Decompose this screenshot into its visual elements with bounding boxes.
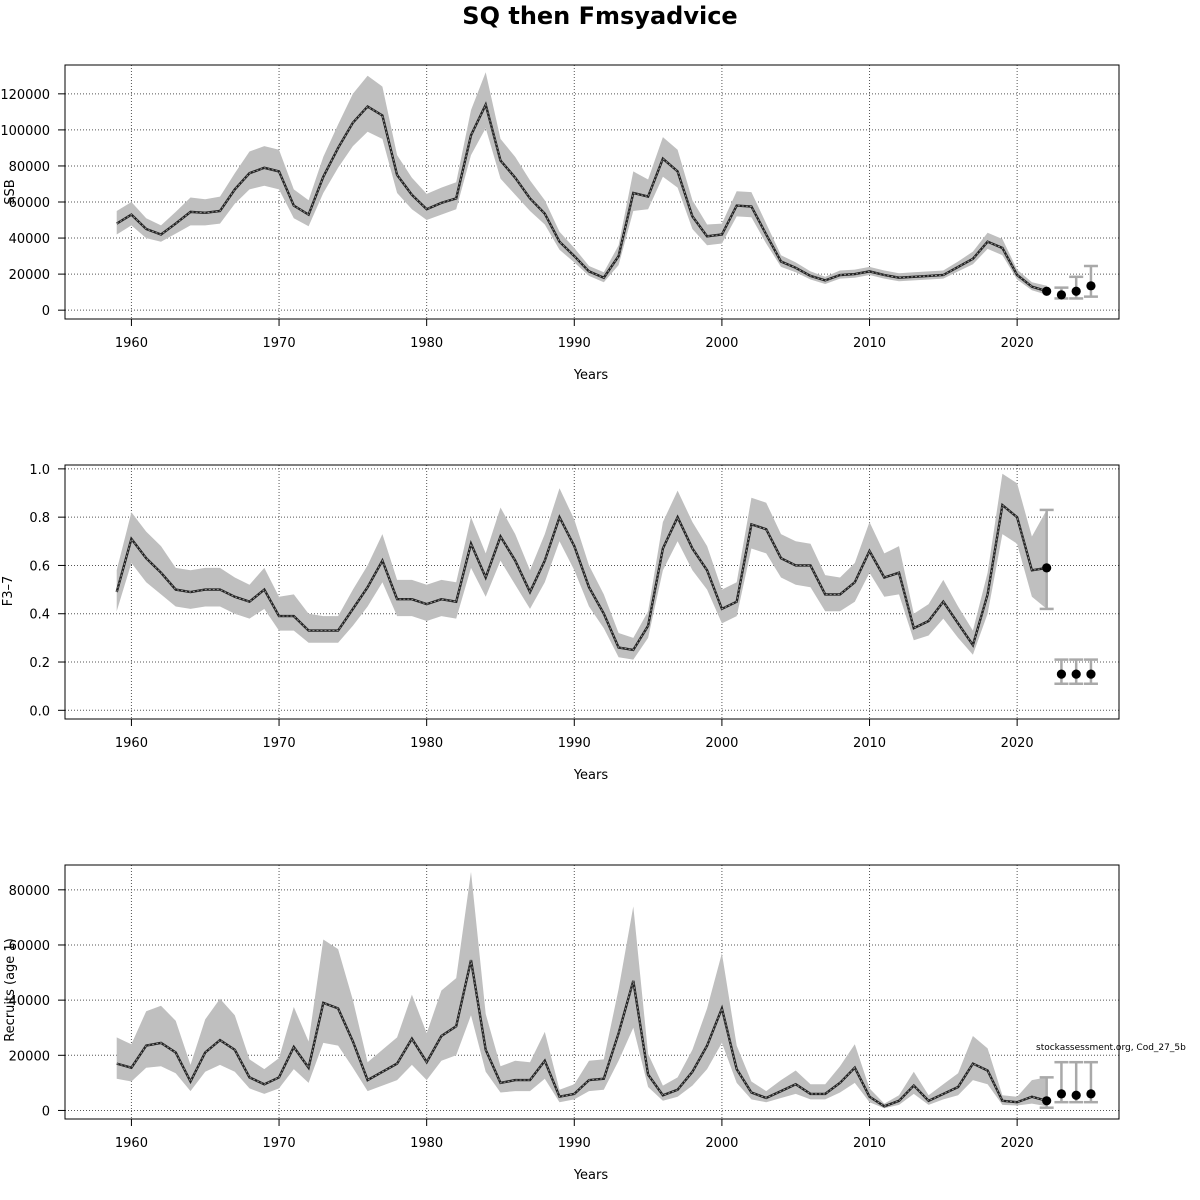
recruits-y-tick-label: 0 [42,1104,50,1119]
ssb-y-tick-label: 120000 [0,88,50,103]
ssb-x-tick-label: 2000 [705,336,738,351]
ssb-ci-band [116,72,1047,295]
recruits-x-tick-label: 2000 [705,1136,738,1151]
fbar-y-axis-title: F3–7 [1,576,16,607]
ssb-y-axis-title: SSB [3,179,18,204]
recruits-x-tick-label: 2020 [1001,1136,1034,1151]
ssb-x-axis: 1960 1970 1980 1990 2000 2010 2020 [115,319,1034,351]
recruits-x-tick-label: 2010 [853,1136,886,1151]
ssb-y-tick-label: 60000 [9,196,50,211]
fbar-x-tick-label: 2020 [1001,736,1034,751]
fbar-forecast [1039,508,1098,685]
fbar-frame-rect [64,464,1120,720]
recruits-y-axis: 0 20000 40000 60000 80000 [9,884,65,1119]
recruits-estimate-line [116,959,1048,1108]
fbar-x-axis: 1960 1970 1980 1990 2000 2010 2020 [115,719,1034,751]
recruits-x-tick-label: 1960 [115,1136,148,1151]
fbar-x-tick-label: 2000 [705,736,738,751]
fbar-forecast-point [1086,669,1096,679]
ssb-y-tick-label: 80000 [9,160,50,175]
fbar-y-tick-label: 1.0 [29,463,50,478]
recruits-forecast-point [1056,1089,1067,1099]
ssb-y-tick-label: 0 [42,304,50,319]
ssb-x-tick-label: 2010 [853,336,886,351]
recruits-forecast [1039,1060,1098,1109]
fbar-x-tick-label: 1990 [558,736,591,751]
ssb-x-tick-label: 1990 [558,336,591,351]
recruits-x-tick-label: 1970 [263,1136,296,1151]
fbar-y-tick-label: 0.8 [29,511,50,526]
recruits-forecast-point [1071,1090,1081,1100]
fbar-x-tick-label: 1960 [115,736,148,751]
fbar-x-tick-label: 1980 [410,736,443,751]
recruits-ci-band [116,871,1047,1109]
fbar-y-axis: 0.0 0.2 0.4 0.6 0.8 1.0 [29,463,65,719]
fbar-y-tick-label: 0.2 [29,656,50,671]
ssb-confidence-band [116,72,1047,295]
ssb-estimate-line [116,101,1048,293]
recruits-y-tick-label: 80000 [9,884,50,899]
ssb-x-axis-title: Years [573,368,609,383]
ssb-forecast-point [1086,281,1096,291]
recruits-confidence-band [116,871,1047,1109]
fbar-x-tick-label: 1970 [263,736,296,751]
fbar-panel: 1960 1970 1980 1990 2000 2010 2020 0.00.20.40.… [1,463,1120,783]
recruits-x-tick-label: 1990 [558,1136,591,1151]
recruits-frame-rect [64,864,1120,1120]
ssb-plot-frame [64,64,1120,320]
fbar-y-tick-label: 0.6 [29,559,50,574]
ssb-x-tick-label: 1960 [115,336,148,351]
recruits-forecast-point [1086,1089,1096,1099]
fbar-estimate-line [115,502,1047,652]
recruits-x-axis: 1960 1970 1980 1990 2000 2010 2020 [115,1119,1034,1151]
ssb-x-tick-label: 2020 [1001,336,1034,351]
fbar-forecast-point [1042,563,1052,573]
recruits-forecast-point [1042,1096,1052,1106]
ssb-y-tick-label: 20000 [9,268,50,283]
page-title: SQ then Fmsyadvice [462,2,738,30]
fbar-x-axis-title: Years [573,768,609,783]
fbar-y-tick-label: 0.4 [29,608,50,623]
fbar-estimate-path-dots [116,504,1047,651]
source-credit: stockassessment.org, Cod_27_5b [1036,1043,1186,1053]
ssb-forecast-point [1071,286,1081,296]
fbar-forecast-point [1056,669,1067,679]
fbar-forecast-point [1071,669,1081,679]
fbar-plot-frame [64,464,1120,720]
ssb-frame-rect [64,64,1120,320]
recruits-estimate-path-dots [116,960,1047,1107]
recruits-plot-frame [64,864,1120,1120]
ssb-x-tick-label: 1970 [263,336,296,351]
ssb-y-tick-label: 100000 [0,124,50,139]
recruits-panel: 1960 1970 1980 1990 2000 2010 2020 0 20000 40000… [3,864,1120,1183]
ssb-gridlines [65,65,1119,319]
ssb-estimate-path-dots [116,103,1047,292]
ssb-y-axis: 0 20000 40000 60000 80000 100000 120000 [0,88,65,319]
recruits-y-tick-label: 20000 [9,1049,50,1064]
ssb-forecast-point [1056,290,1067,300]
fbar-y-tick-label: 0.0 [29,704,50,719]
ssb-forecast-point [1042,286,1052,296]
recruits-y-tick-label: 40000 [9,994,50,1009]
ssb-x-tick-label: 1980 [410,336,443,351]
recruits-x-axis-title: Years [573,1168,609,1183]
ssb-panel: 1960 1970 1980 1990 2000 2010 2020 0 20000 40000… [0,64,1120,383]
recruits-y-tick-label: 60000 [9,939,50,954]
recruits-x-tick-label: 1980 [410,1136,443,1151]
recruits-y-axis-title: Recruits (age 1) [3,938,18,1042]
ssb-forecast [1042,264,1098,300]
ssb-y-tick-label: 40000 [9,232,50,247]
fbar-x-tick-label: 2010 [853,736,886,751]
